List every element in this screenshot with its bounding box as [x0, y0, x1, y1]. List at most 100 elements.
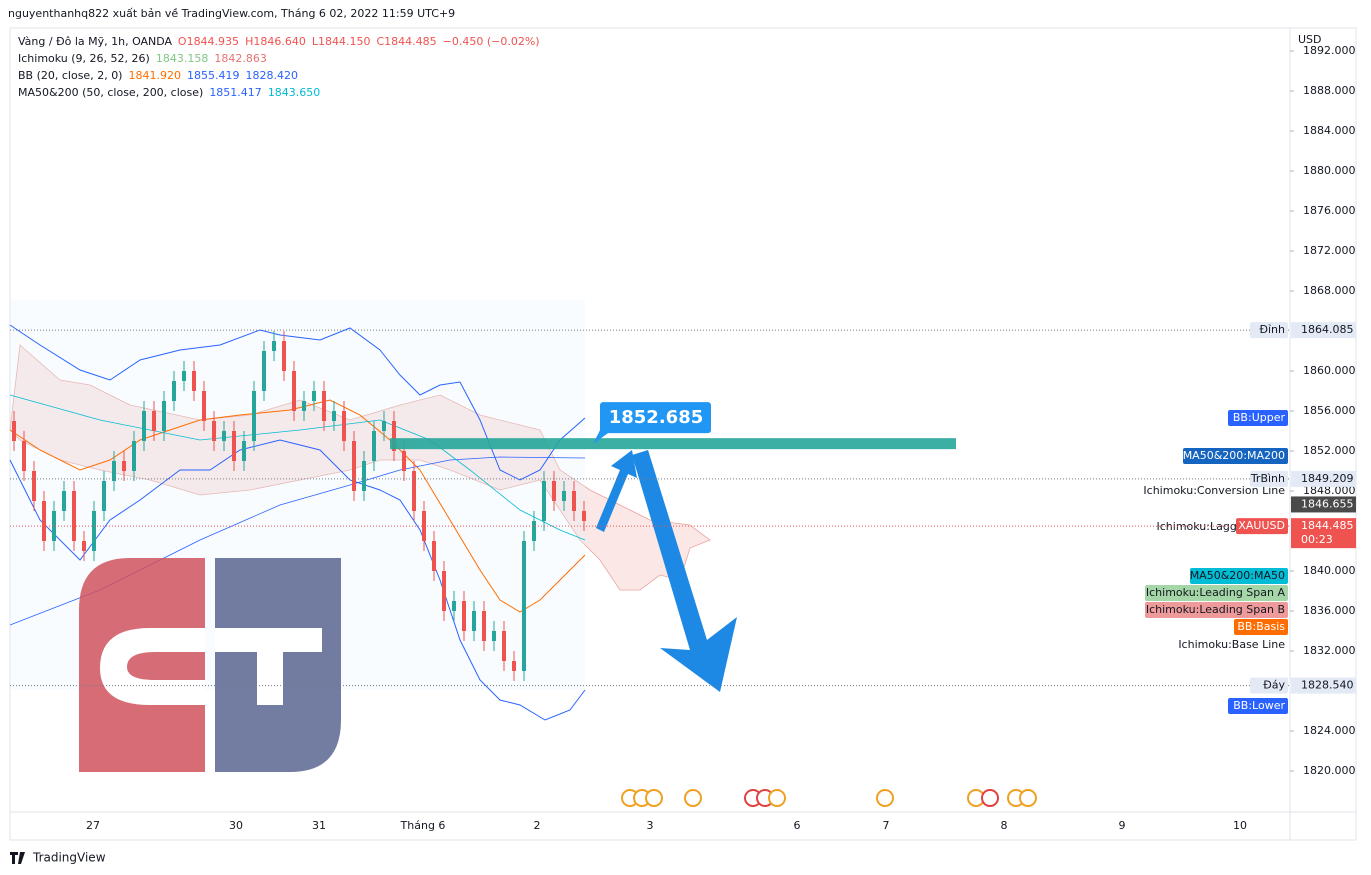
candle-body [452, 601, 456, 611]
candle-body [102, 481, 106, 511]
y-tick-label: 1824.000 [1303, 724, 1356, 737]
candle-body [302, 401, 306, 411]
candle-body [132, 441, 136, 471]
y-tick-label: 1892.000 [1303, 44, 1356, 57]
level-name-bg [1236, 518, 1288, 535]
bb-upper [9, 324, 586, 481]
candle-body [262, 351, 266, 391]
candle-body [82, 541, 86, 551]
price-label-bg [1291, 470, 1356, 487]
candle-body [372, 431, 376, 461]
legend-item: 1843.158 [156, 52, 209, 65]
legend-item: 1843.650 [268, 86, 321, 99]
level-name: XAUUSD [1238, 519, 1285, 532]
price-label: 1849.209 [1301, 472, 1354, 485]
label-span-a: Ichimoku:Leading Span A [1146, 586, 1286, 599]
candle-body [72, 491, 76, 541]
tv-logo [10, 852, 25, 864]
label-span-b: Ichimoku:Leading Span B [1146, 603, 1285, 616]
level-name-bg [1250, 470, 1288, 487]
up-arrow [596, 450, 637, 532]
candle-body [542, 481, 546, 521]
indicator-labels: BB:Upper MA50&200:MA200 Ichimoku:Convers… [1143, 410, 1288, 714]
candle-body [182, 371, 186, 381]
candle-body [162, 401, 166, 431]
candle-body [502, 631, 506, 661]
candle-body [152, 411, 156, 431]
candle-body [392, 421, 396, 451]
y-tick-label: 1832.000 [1303, 644, 1356, 657]
label-bb-lower: BB:Lower [1233, 699, 1285, 712]
x-tick-label: 8 [1001, 819, 1008, 832]
legend-row: MA50&200 (50, close, 200, close) 1851.417… [18, 86, 320, 99]
candle-body [192, 371, 196, 391]
y-tick-label: 1848.000 [1303, 484, 1356, 497]
legend-item: C1844.485 [376, 35, 436, 48]
candle-body [492, 631, 496, 641]
price-label-bg [1291, 322, 1356, 339]
x-tick-label: 7 [883, 819, 890, 832]
candle-body [442, 571, 446, 611]
candle-body [12, 421, 16, 441]
candle-body [462, 601, 466, 631]
candle-body [172, 381, 176, 401]
candle-body [552, 481, 556, 501]
candle-body [352, 441, 356, 491]
legend-item: 1855.419 [187, 69, 240, 82]
y-tick-label: 1840.000 [1303, 564, 1356, 577]
level-name: Đáy [1263, 679, 1285, 692]
candle-body [22, 441, 26, 471]
x-tick-label: 6 [794, 819, 801, 832]
price-unit: USD [1298, 33, 1322, 46]
y-tick-label: 1872.000 [1303, 244, 1356, 257]
price-timer: 00:23 [1301, 533, 1333, 546]
legend-item: L1844.150 [312, 35, 371, 48]
frame [9, 27, 1357, 841]
candle-body [282, 341, 286, 371]
x-tick-label: 31 [312, 819, 326, 832]
y-tick-label: 1836.000 [1303, 604, 1356, 617]
legend-item: Ichimoku (9, 26, 52, 26) [18, 52, 150, 65]
x-tick-label: 9 [1119, 819, 1126, 832]
y-tick-label: 1856.000 [1303, 404, 1356, 417]
price-label: 1828.540 [1301, 679, 1354, 692]
candle-body [202, 391, 206, 421]
label-conversion: Ichimoku:Conversion Line [1143, 484, 1285, 497]
candle-body [382, 421, 386, 431]
candle-body [232, 431, 236, 461]
legend-item: 1828.420 [245, 69, 298, 82]
x-tick-label: 10 [1233, 819, 1247, 832]
candle-body [322, 391, 326, 421]
candle-body [432, 541, 436, 571]
label-ma200: MA50&200:MA200 [1183, 449, 1285, 462]
candle-body [362, 461, 366, 491]
candle-body [512, 661, 516, 671]
header: nguyenthanhq822 xuất bản về TradingView.… [8, 7, 455, 20]
x-tick-label: Tháng 6 [400, 819, 446, 832]
candle-body [562, 491, 566, 501]
legend-item: 1841.920 [128, 69, 181, 82]
y-tick-label: 1852.000 [1303, 444, 1356, 457]
candle-body [582, 511, 586, 521]
candle-body [412, 471, 416, 511]
candle-body [332, 411, 336, 421]
bb-basis [9, 399, 586, 613]
y-tick-label: 1868.000 [1303, 284, 1356, 297]
price-label-bg [1291, 518, 1356, 549]
legend-item: H1846.640 [245, 35, 306, 48]
level-name: Đỉnh [1259, 323, 1285, 336]
legend-item: O1844.935 [178, 35, 239, 48]
legend-item: 1851.417 [209, 86, 262, 99]
legend-row: Ichimoku (9, 26, 52, 26) 1843.158 1842.863 [18, 52, 267, 65]
candle-body [252, 391, 256, 441]
y-tick-label: 1884.000 [1303, 124, 1356, 137]
footer: TradingView [32, 851, 106, 865]
legend-item: MA50&200 (50, close, 200, close) [18, 86, 203, 99]
legend-item: BB (20, close, 2, 0) [18, 69, 122, 82]
candle-body [272, 341, 276, 351]
candle-body [402, 451, 406, 471]
level-name-bg [1250, 322, 1288, 339]
price-label: 1846.655 [1301, 497, 1354, 510]
price-label: 1864.085 [1301, 323, 1354, 336]
